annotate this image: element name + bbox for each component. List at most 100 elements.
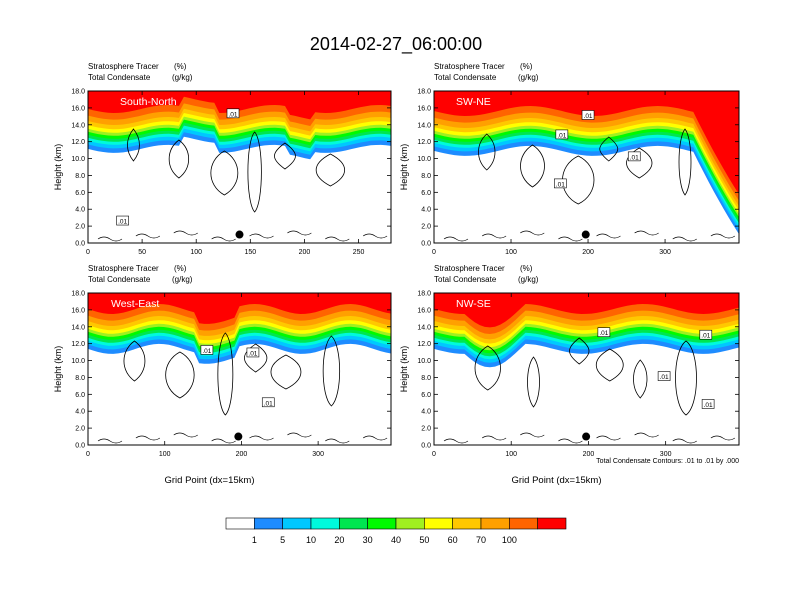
- y-tick-label: 18.0: [417, 291, 431, 298]
- left-title-units: (%): [520, 264, 533, 273]
- panel-title: NW-SE: [456, 298, 491, 310]
- y-tick-label: 2.0: [75, 426, 85, 433]
- y-tick-label: 14.0: [71, 122, 85, 129]
- y-axis-label: Height (km): [399, 346, 409, 393]
- contour-line: [135, 233, 161, 239]
- contour-line: [210, 150, 239, 196]
- contour-line: [675, 340, 697, 416]
- contour-line: [168, 139, 190, 179]
- contour-label: .01: [248, 350, 257, 357]
- contour-line: [287, 432, 312, 438]
- condensate-contours: [443, 128, 736, 242]
- y-tick-label: 4.0: [75, 207, 85, 214]
- y-axis-label: Height (km): [53, 346, 63, 393]
- colorbar-swatch: [367, 517, 397, 530]
- y-tick-label: 2.0: [421, 224, 431, 231]
- contour-line: [481, 435, 507, 441]
- left-subtitle: Total Condensate: [434, 73, 497, 82]
- y-tick-label: 0.0: [421, 443, 431, 450]
- contour-line: [362, 435, 388, 441]
- y-tick-label: 6.0: [75, 190, 85, 197]
- y-axis-label: Height (km): [53, 144, 63, 191]
- y-tick-label: 18.0: [71, 291, 85, 298]
- y-tick-label: 12.0: [417, 139, 431, 146]
- x-tick-label: 200: [582, 249, 594, 256]
- contour-line: [135, 435, 161, 441]
- contour-line: [672, 236, 697, 242]
- condensate-contours: [443, 337, 736, 444]
- contour-line: [634, 432, 659, 438]
- left-subtitle-units: (g/kg): [172, 275, 193, 284]
- contour-line: [325, 438, 350, 444]
- contour-line: [633, 359, 648, 399]
- contour-line: [520, 144, 545, 188]
- contour-line: [315, 153, 346, 187]
- contour-line: [672, 438, 697, 444]
- panel-3: .01 .01 .01 West-East Stratosphere Tracer (%)…: [53, 264, 392, 486]
- contour-label-box: [627, 151, 641, 162]
- contour-label-box: [699, 329, 713, 340]
- contour-line: [710, 435, 736, 441]
- left-subtitle: Total Condensate: [434, 275, 497, 284]
- colorbar-label: 40: [391, 535, 401, 545]
- left-subtitle-units: (g/kg): [518, 73, 539, 82]
- y-tick-label: 4.0: [75, 409, 85, 416]
- contour-line: [270, 354, 302, 390]
- colorbar-swatch: [424, 517, 453, 530]
- contour-line: [247, 131, 262, 213]
- contour-line: [595, 348, 624, 382]
- contour-info: Total Condensate Contours: .01 to .01 by…: [596, 458, 739, 465]
- x-tick-label: 200: [299, 249, 311, 256]
- left-title: Stratosphere Tracer: [434, 264, 505, 273]
- colorbar-label: 5: [280, 535, 285, 545]
- y-tick-label: 8.0: [75, 375, 85, 382]
- colorbar-swatch: [452, 517, 482, 530]
- colorbar-label: 20: [334, 535, 344, 545]
- contour-line: [527, 356, 540, 408]
- y-tick-label: 16.0: [417, 105, 431, 112]
- plot-frame: [433, 292, 740, 446]
- x-tick-label: 300: [660, 451, 672, 458]
- contour-line: [287, 230, 312, 236]
- y-tick-label: 10.0: [417, 156, 431, 163]
- y-tick-label: 12.0: [71, 139, 85, 146]
- y-tick-label: 8.0: [421, 173, 431, 180]
- x-tick-label: 0: [432, 249, 436, 256]
- left-subtitle: Total Condensate: [88, 275, 151, 284]
- colorbar-swatch: [339, 517, 368, 530]
- y-tick-label: 0.0: [75, 241, 85, 248]
- colorbar-swatch: [395, 517, 425, 530]
- contour-label: .01: [557, 132, 566, 139]
- contour-line: [165, 351, 195, 399]
- contour-line: [562, 155, 595, 205]
- x-tick-label: 0: [86, 249, 90, 256]
- contour-label-box: [226, 108, 240, 119]
- y-axis-label: Height (km): [399, 144, 409, 191]
- contour-line: [97, 236, 123, 242]
- contour-line: [249, 435, 274, 441]
- x-tick-label: 100: [505, 249, 517, 256]
- contour-label: .01: [704, 402, 713, 409]
- contour-line: [211, 236, 236, 242]
- y-tick-label: 10.0: [417, 358, 431, 365]
- colorbar-label: 30: [363, 535, 373, 545]
- x-tick-label: 200: [583, 451, 595, 458]
- location-marker: [234, 432, 243, 441]
- panel-title: South-North: [120, 96, 177, 108]
- contour-line: [520, 230, 545, 236]
- contour-line: [599, 136, 619, 162]
- left-title: Stratosphere Tracer: [88, 62, 159, 71]
- contour-line: [362, 233, 388, 239]
- plot-frame: [433, 90, 740, 244]
- tracer-band-9: [434, 91, 739, 207]
- panels: .01 .01 South-North Stratosphere Tracer (%) T…: [53, 62, 740, 486]
- x-tick-label: 50: [138, 249, 146, 256]
- contour-label-box: [657, 371, 671, 381]
- y-tick-label: 6.0: [421, 392, 431, 399]
- contour-label-box: [555, 129, 569, 140]
- contour-label: .01: [584, 113, 593, 120]
- plot-frame: [87, 90, 392, 244]
- colorbar-swatch: [254, 517, 283, 530]
- x-tick-label: 100: [190, 249, 202, 256]
